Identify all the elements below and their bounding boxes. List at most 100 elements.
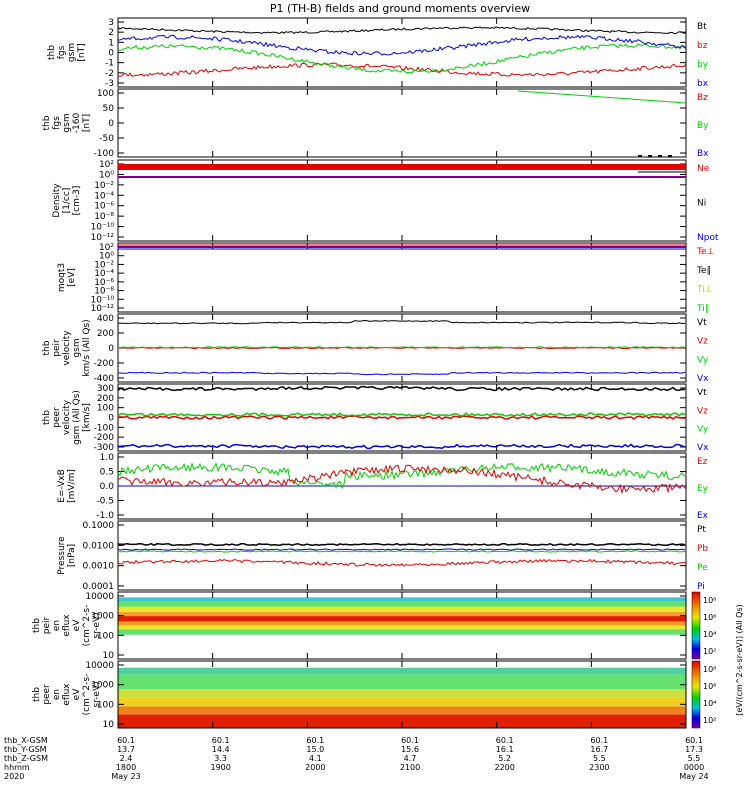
- series-Pt: [117, 542, 686, 547]
- series-Ey: [117, 462, 687, 490]
- spectrogram-band: [118, 629, 686, 635]
- legend-Vt: Vt: [697, 318, 707, 328]
- colorbar-tick: 10⁴: [703, 699, 716, 708]
- series-Ez: [117, 464, 687, 495]
- y-tick-label: 1000: [91, 681, 114, 691]
- legend-bz: bz: [697, 41, 708, 51]
- y-tick-label: 10⁰: [99, 252, 114, 262]
- y-tick-label: 0.5: [100, 468, 114, 478]
- x-row-value: 2300: [589, 763, 609, 772]
- y-axis-label-line: sr-eV): [92, 612, 102, 638]
- legend-Npot: Npot: [697, 233, 719, 243]
- y-axis-label-line: [nT]: [82, 114, 92, 132]
- y-tick-label: 1.0: [100, 453, 115, 463]
- y-tick-label: -100: [94, 423, 115, 433]
- legend-Ni: Ni: [697, 199, 706, 209]
- x-row-value: 5.2: [498, 754, 511, 763]
- spectrogram-band: [118, 667, 686, 675]
- y-axis-label-line: [eV]: [67, 268, 77, 287]
- y-axis-label-line: thb: [32, 687, 42, 702]
- x-row-value: 16.7: [590, 745, 608, 754]
- y-tick-label: 0.0010: [83, 562, 115, 572]
- y-axis-label-line: [km/s]: [82, 403, 92, 432]
- panel-frame: [117, 242, 687, 313]
- colorbar-label: [eV/(cm^2-s-sr-eV)] (All Qs): [735, 604, 744, 715]
- panel-frame: [117, 159, 687, 242]
- x-date: May 23: [111, 772, 140, 781]
- spectrogram-band: [118, 606, 686, 613]
- legend-Te∥: Te∥: [696, 266, 711, 276]
- y-axis-label-line: moqt3: [57, 263, 67, 292]
- spectrogram-band: [118, 706, 686, 715]
- y-axis-label: thb peer velocity gsm (All Qs) [km/s]: [42, 390, 92, 445]
- panel-density: 10²10⁰10⁻²10⁻⁴10⁻⁶10⁻⁸10⁻¹⁰10⁻¹²Density[…: [52, 159, 719, 243]
- series-Pb: [117, 558, 687, 567]
- x-row-value: 14.4: [212, 745, 230, 754]
- y-tick-label: 10000: [85, 661, 114, 671]
- spectrogram-band: [118, 597, 686, 602]
- y-tick-label: 50: [103, 104, 115, 114]
- x-row-value: 17.3: [685, 745, 703, 754]
- y-tick-label: 10⁻¹⁰: [91, 223, 115, 233]
- y-tick-label: -100: [94, 149, 115, 159]
- x-axis-labels: thb_X-GSM 60.1 60.1 60.1 60.1 60.1 60.1 60.1 thb…: [4, 736, 709, 781]
- y-tick-label: -2: [105, 69, 114, 79]
- series-Vx: [117, 443, 686, 450]
- y-axis-label-line: [mV/m]: [67, 469, 77, 503]
- legend-by: by: [697, 60, 709, 70]
- y-tick-label: 1: [108, 38, 114, 48]
- y-tick-label: -0.5: [96, 497, 114, 507]
- colorbar-tick: 10⁸: [703, 665, 716, 674]
- series-Ne: [118, 164, 686, 170]
- y-axis-label: Density [1/cc] [cm-3]: [52, 183, 82, 218]
- y-tick-label: 100: [97, 700, 114, 710]
- x-row-value: 60.1: [212, 736, 230, 745]
- y-tick-label: 10²: [99, 160, 114, 170]
- legend-Te⊥: Te⊥: [696, 247, 715, 257]
- colorbar-tick: 10⁸: [703, 596, 716, 605]
- series-Vz: [117, 415, 686, 420]
- y-axis-label-line: thb: [32, 618, 42, 633]
- y-tick-label: 10⁻⁴: [94, 191, 114, 201]
- y-tick-label: 10⁻¹⁰: [91, 295, 115, 305]
- y-axis-label-line: thb: [42, 410, 52, 425]
- y-tick-label: 100: [97, 631, 114, 641]
- y-axis-label-line: eflux: [62, 614, 72, 637]
- y-axis-label-line: Density: [52, 183, 62, 218]
- x-row-value: 3.3: [214, 754, 227, 763]
- y-axis-label: thb fgs gsm -160 [nT]: [42, 113, 92, 134]
- y-axis-label-line: [nT]: [77, 43, 87, 61]
- y-axis-label-line: (cm^2-s-: [82, 674, 92, 716]
- y-axis-label: thb fgs gsm [nT]: [47, 43, 87, 62]
- y-tick-label: -3: [105, 79, 114, 89]
- y-axis-label-line: thb: [47, 45, 57, 60]
- y-axis-label-line: peer: [52, 407, 62, 428]
- y-tick-label: 10000: [85, 592, 114, 602]
- y-tick-label: 400: [97, 314, 114, 324]
- series-bz: [117, 62, 687, 78]
- legend-Vy: Vy: [697, 355, 709, 365]
- panel-pressure: 0.1000 0.0100 0.0010 0.0001 Pressure [nPa] Pt P…: [57, 520, 708, 592]
- y-tick-label: 10⁻⁶: [94, 278, 114, 288]
- y-axis-label-line: en: [52, 689, 62, 700]
- series-Pi: [117, 548, 686, 551]
- y-axis-label-line: gsm: [72, 338, 82, 357]
- legend-Ti∥: Ti∥: [696, 304, 709, 314]
- y-axis-label-line: thb: [42, 115, 52, 130]
- x-row-value: 60.1: [590, 736, 608, 745]
- y-tick-label: 10²: [99, 243, 114, 253]
- spectrogram-band: [118, 697, 686, 707]
- y-axis-label-line: E=-VxB: [57, 469, 67, 503]
- y-tick-label: 10⁻¹²: [91, 304, 115, 314]
- series-bx: [117, 34, 687, 56]
- y-tick-label: 300: [97, 384, 114, 394]
- x-row-value: 60.1: [117, 736, 135, 745]
- x-row-value: 2000: [305, 763, 325, 772]
- y-axis-label-line: [nPa]: [67, 544, 77, 567]
- y-axis-label: thb peir en eflux eV (cm^2-s-sr-eV): [32, 605, 102, 647]
- y-axis-label-line: -160: [72, 113, 82, 134]
- y-axis-label-line: gsm: [67, 43, 77, 62]
